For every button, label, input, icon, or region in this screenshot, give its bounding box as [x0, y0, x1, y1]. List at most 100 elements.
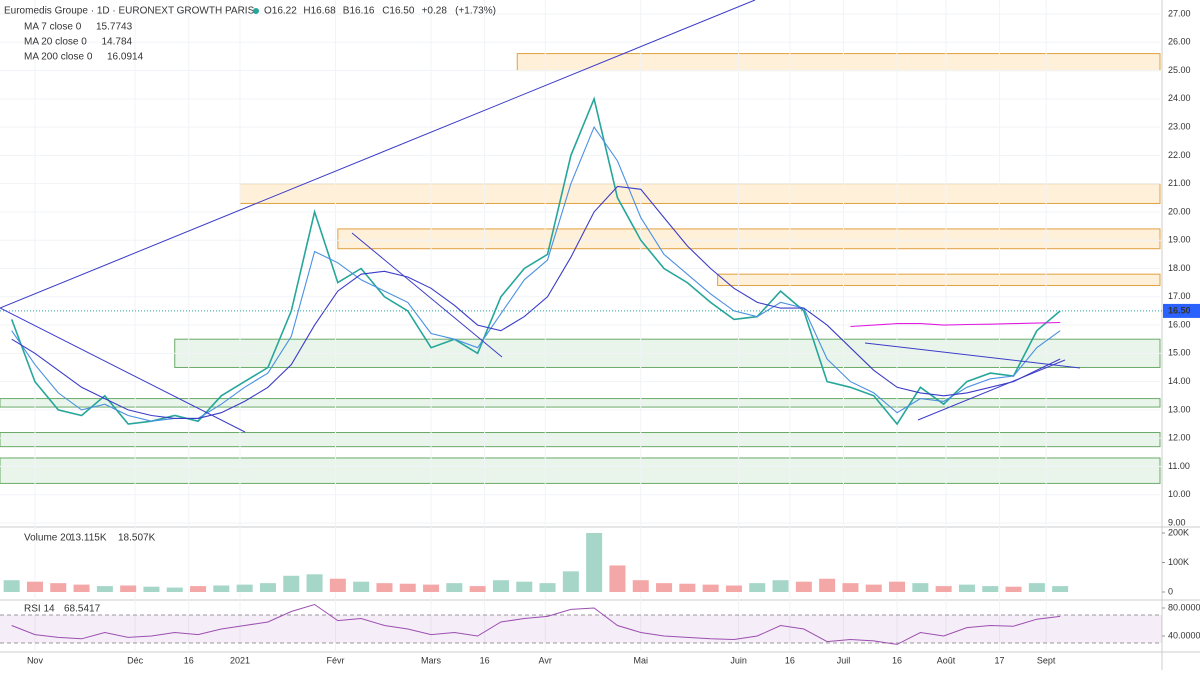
volume-bar [166, 587, 183, 592]
volume-bar [376, 583, 393, 592]
y-tick-label: 0 [1168, 586, 1173, 596]
volume-bar [423, 584, 440, 592]
x-tick-label: Nov [27, 655, 44, 665]
volume-bar [143, 586, 160, 592]
chart-title: Euromedis Groupe · 1D · EURONEXT GROWTH … [4, 6, 255, 17]
volume-bar [982, 586, 999, 592]
volume-bar [306, 574, 323, 592]
x-tick-label: 17 [995, 655, 1005, 665]
volume-bar [283, 575, 300, 592]
volume-bar [399, 583, 416, 592]
y-tick-label: 100K [1168, 557, 1189, 567]
volume-bar [469, 586, 486, 592]
plot-area [0, 0, 1162, 652]
volume-bar [772, 580, 789, 592]
legend-value: 68.5417 [64, 604, 101, 615]
y-tick-label: 26.00 [1168, 37, 1191, 47]
status-dot [253, 8, 259, 14]
legend-value: 14.784 [102, 37, 133, 48]
legend-name: MA 20 close 0 [24, 37, 87, 48]
volume-bar [73, 584, 90, 592]
last-price-box [1163, 303, 1200, 318]
trend-line [864, 342, 1081, 369]
trend-lines [0, 0, 1081, 433]
y-tick-label: 21.00 [1168, 178, 1191, 188]
volume-bar [656, 583, 673, 592]
volume-bar [912, 583, 929, 592]
ohlc-value: +0.28 [422, 6, 448, 17]
x-tick-label: Déc [127, 655, 144, 665]
ohlc-value: O16.22 [264, 6, 297, 17]
y-tick-label: 40.0000 [1168, 630, 1200, 640]
volume-bar [935, 586, 952, 592]
x-tick-label: Mai [633, 655, 648, 665]
price-zone [0, 457, 1161, 484]
y-tick-label: 25.00 [1168, 65, 1191, 75]
volume-bar [865, 584, 882, 592]
x-tick-label: 16 [184, 655, 194, 665]
trend-line [0, 307, 246, 433]
volume-bar [795, 581, 812, 592]
x-tick-label: 2021 [230, 655, 250, 665]
pane-title: Volume 20 [24, 533, 72, 544]
y-tick-label: 14.00 [1168, 376, 1191, 386]
volume-bar [516, 581, 533, 592]
price-zone [0, 432, 1161, 448]
moving-average [11, 185, 1061, 419]
x-tick-label: Mars [421, 655, 441, 665]
volume-bar [236, 584, 253, 592]
x-tick-label: Avr [539, 655, 552, 665]
moving-average [850, 321, 1061, 328]
legend-value: 15.7743 [96, 22, 133, 33]
volume-bar [609, 565, 626, 592]
volume-bar [725, 585, 742, 592]
trend-line [0, 0, 756, 309]
last-price-label: 16.50 [1168, 305, 1191, 315]
x-tick-label: Juin [730, 655, 747, 665]
volume-bar [329, 578, 346, 592]
volume-bar [190, 586, 207, 592]
y-tick-label: 19.00 [1168, 235, 1191, 245]
ohlc-value: B16.16 [343, 6, 375, 17]
y-tick-label: 9.00 [1168, 517, 1186, 527]
volume-bar [120, 585, 137, 592]
volume-bar [259, 583, 276, 592]
y-tick-label: 23.00 [1168, 121, 1191, 131]
price-zone [0, 398, 1161, 408]
y-tick-label: 10.00 [1168, 489, 1191, 499]
pane-title: RSI 14 [24, 604, 55, 615]
volume-bar [96, 586, 113, 592]
y-tick-label: 20.00 [1168, 206, 1191, 216]
x-tick-label: Sept [1037, 655, 1056, 665]
volume-bar [958, 584, 975, 592]
volume-bar [586, 533, 603, 592]
y-tick-label: 80.0000 [1168, 602, 1200, 612]
volume-bar [702, 584, 719, 592]
y-tick-label: 16.00 [1168, 319, 1191, 329]
legend-name: MA 200 close 0 [24, 52, 93, 63]
volume-bar [539, 583, 556, 592]
volume-bar [679, 583, 696, 592]
price-zone [239, 183, 1161, 204]
rsi-band [0, 615, 1162, 643]
volume-bar [1052, 586, 1069, 592]
volume-bar [1005, 586, 1022, 592]
volume-bar [213, 585, 230, 592]
legend-name: MA 7 close 0 [24, 22, 82, 33]
volume-bar [446, 583, 463, 592]
y-tick-label: 18.00 [1168, 263, 1191, 273]
volume-bar [819, 578, 836, 592]
y-tick-label: 27.00 [1168, 8, 1191, 18]
legend-value: 16.0914 [107, 52, 144, 63]
volume-bar [1028, 583, 1045, 592]
volume-bar [50, 583, 67, 592]
volume-bar [562, 571, 579, 592]
y-tick-label: 24.00 [1168, 93, 1191, 103]
y-tick-label: 22.00 [1168, 150, 1191, 160]
volume-bar [492, 580, 509, 592]
legend-value: 13.115K [70, 533, 107, 544]
x-tick-label: 16 [785, 655, 795, 665]
volume-bar [26, 581, 43, 592]
ohlc-value: (+1.73%) [455, 6, 496, 17]
ohlc-value: H16.68 [303, 6, 336, 17]
